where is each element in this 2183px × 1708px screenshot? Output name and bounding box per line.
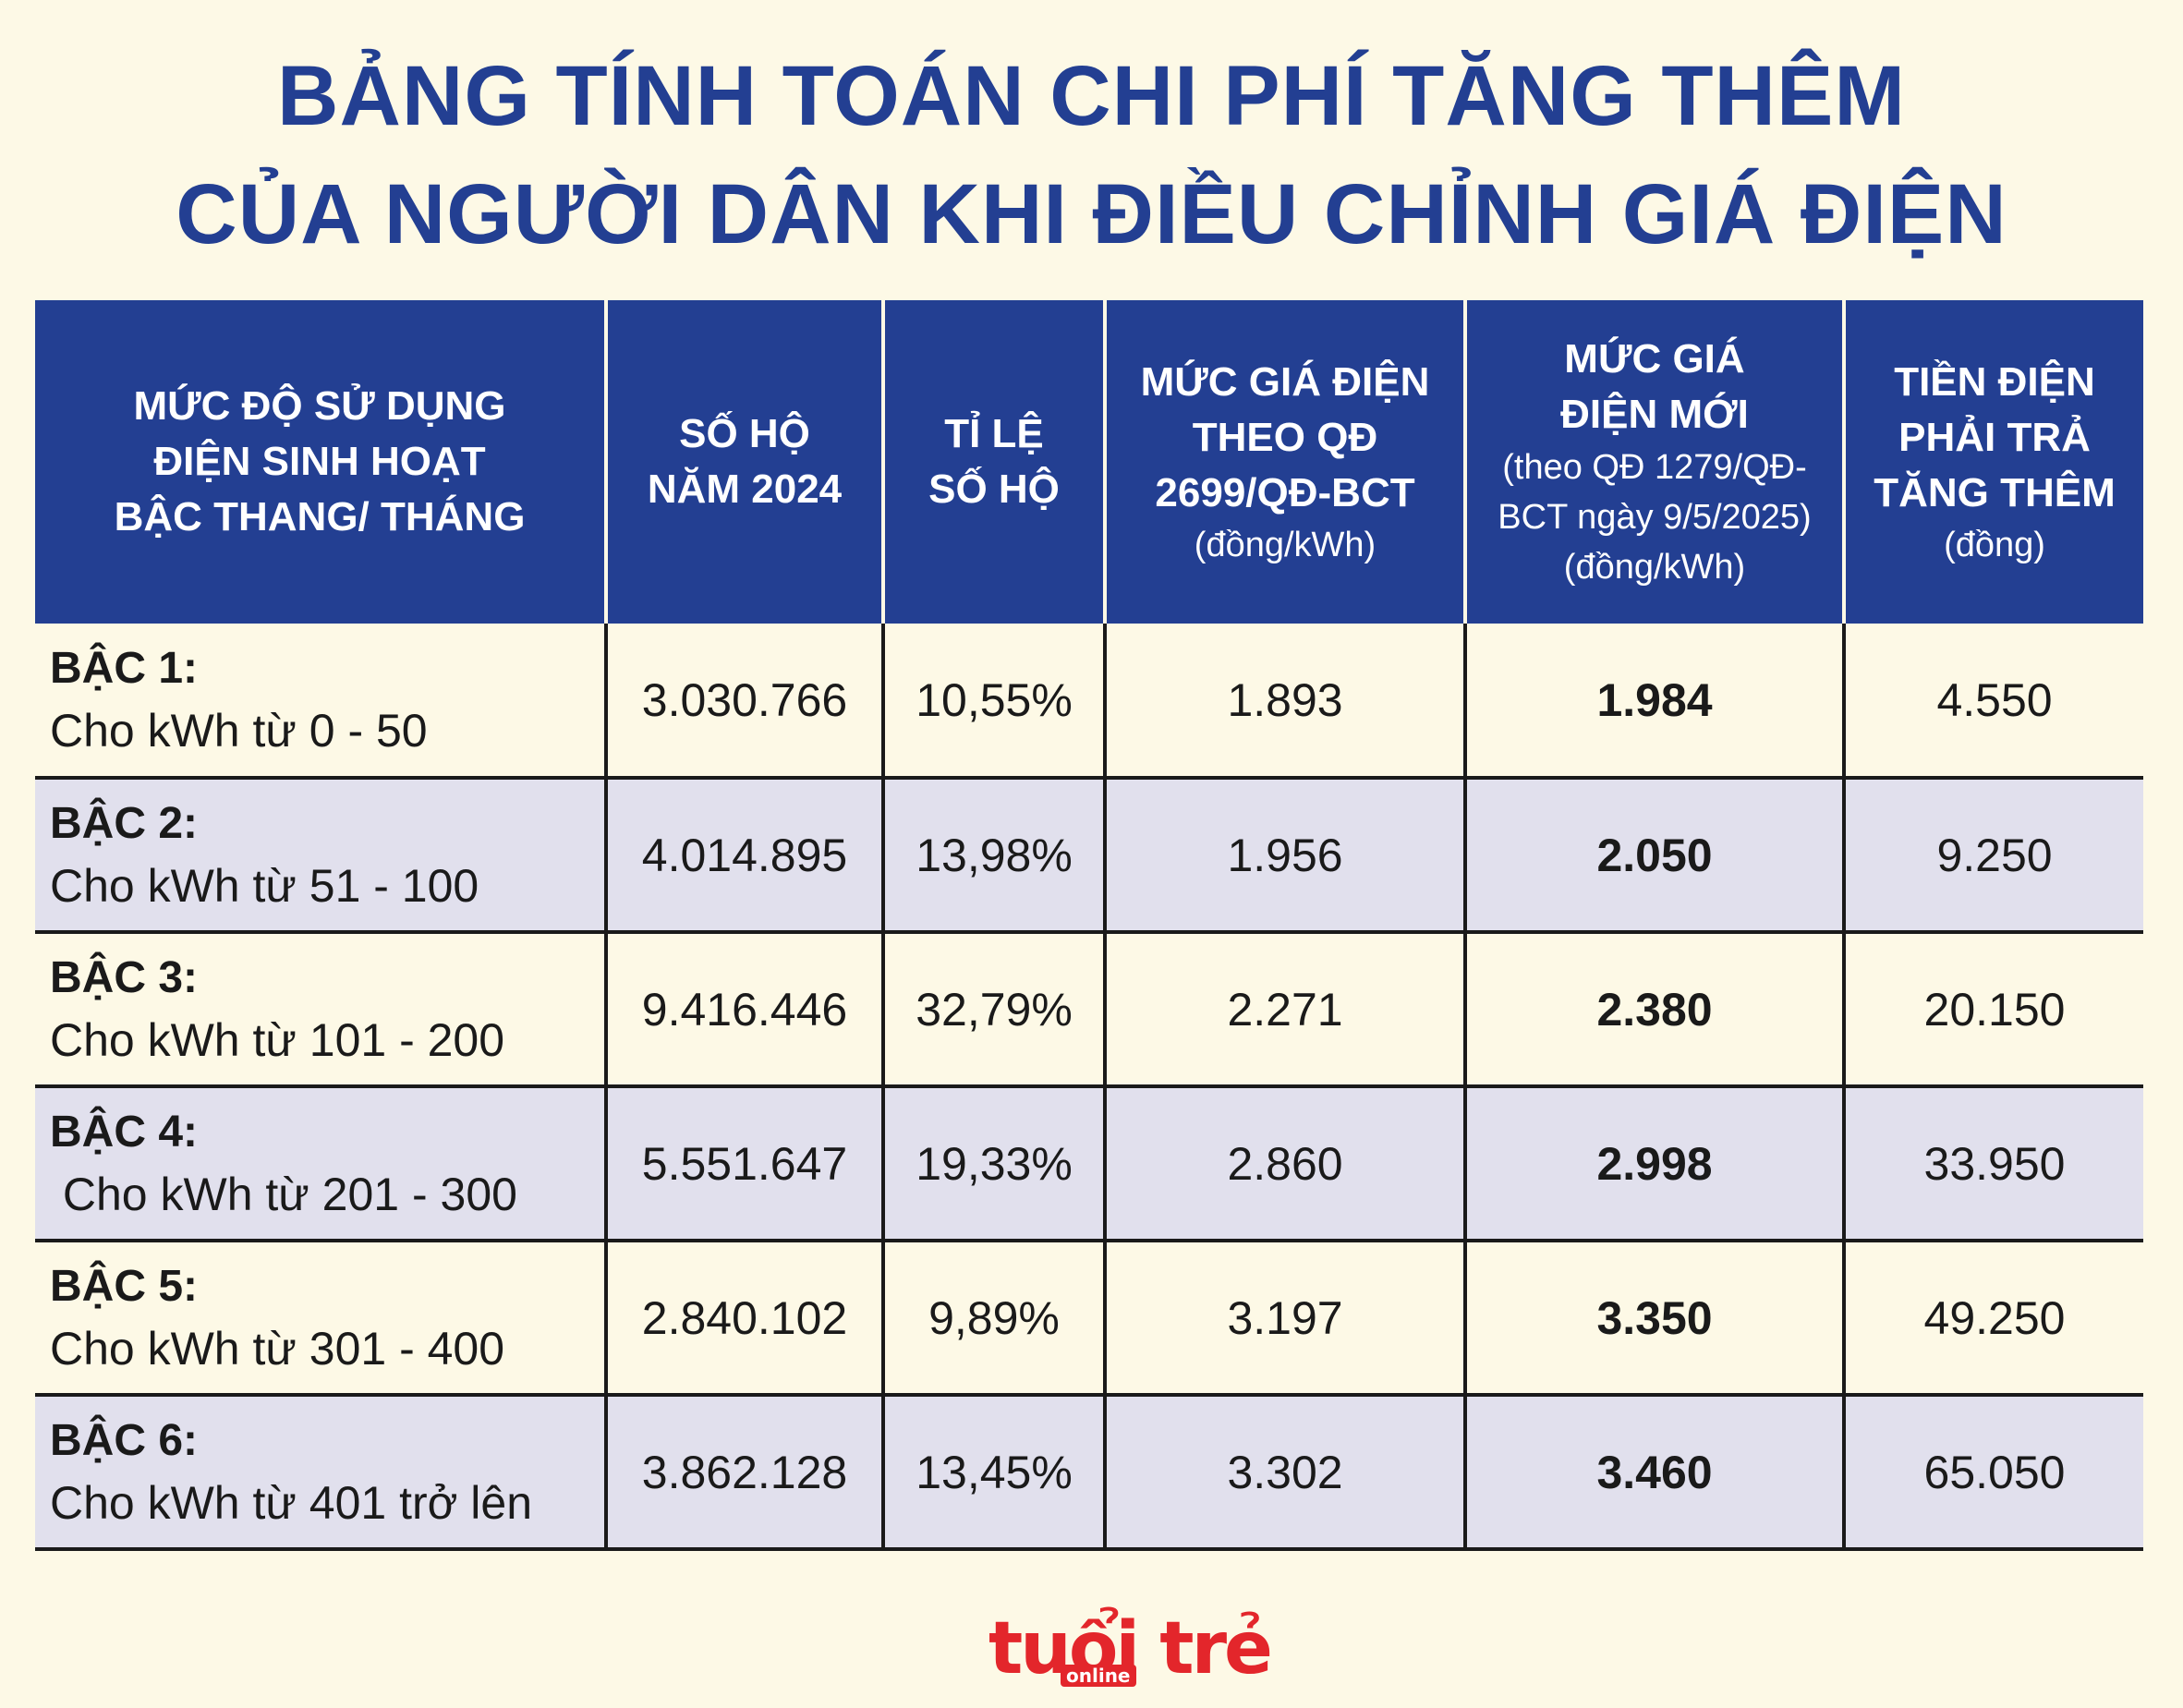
new-price-cell: 2.998 xyxy=(1463,1086,1844,1242)
table-body: BẬC 1: Cho kWh từ 0 - 50 3.030.766 10,55% 1.… xyxy=(35,624,2143,1551)
new-price-cell: 2.380 xyxy=(1463,932,1844,1088)
header-usage-level: MỨC ĐỘ SỬ DỤNG ĐIỆN SINH HOẠT BẬC THANG/ T… xyxy=(35,300,606,624)
tier-range: Cho kWh từ 101 - 200 xyxy=(50,1013,505,1066)
tuoitre-logo-online: online xyxy=(1061,1665,1136,1687)
old-price-cell: 1.956 xyxy=(1103,778,1465,934)
tier-name: BẬC 5: xyxy=(50,1261,199,1311)
tier-range: Cho kWh từ 301 - 400 xyxy=(50,1322,505,1375)
ratio-cell: 9,89% xyxy=(881,1241,1105,1397)
tier-name: BẬC 4: xyxy=(50,1107,199,1157)
tier-range: Cho kWh từ 0 - 50 xyxy=(50,704,428,757)
page-title: BẢNG TÍNH TOÁN CHI PHÍ TĂNG THÊM CỦA NGƯ… xyxy=(0,37,2183,273)
old-price-cell: 2.860 xyxy=(1103,1086,1465,1242)
tier-cell: BẬC 2: Cho kWh từ 51 - 100 xyxy=(35,778,606,934)
new-price-cell: 2.050 xyxy=(1463,778,1844,934)
table-row: BẬC 3: Cho kWh từ 101 - 200 9.416.446 32,79… xyxy=(35,932,2143,1088)
households-cell: 3.030.766 xyxy=(604,624,883,780)
title-line-1: BẢNG TÍNH TOÁN CHI PHÍ TĂNG THÊM xyxy=(277,49,1906,143)
households-cell: 2.840.102 xyxy=(604,1241,883,1397)
tier-range: Cho kWh từ 201 - 300 xyxy=(50,1168,517,1220)
old-price-cell: 2.271 xyxy=(1103,932,1465,1088)
new-price-cell: 3.460 xyxy=(1463,1395,1844,1551)
extra-cost-cell: 4.550 xyxy=(1842,624,2143,780)
table-row: BẬC 1: Cho kWh từ 0 - 50 3.030.766 10,55% 1.… xyxy=(35,624,2143,780)
price-table: MỨC ĐỘ SỬ DỤNG ĐIỆN SINH HOẠT BẬC THANG/ T… xyxy=(35,300,2143,1551)
ratio-cell: 32,79% xyxy=(881,932,1105,1088)
extra-cost-cell: 65.050 xyxy=(1842,1395,2143,1551)
households-cell: 9.416.446 xyxy=(604,932,883,1088)
header-extra-cost: TIỀN ĐIỆN PHẢI TRẢ TĂNG THÊM (đồng) xyxy=(1842,300,2143,624)
header-households: SỐ HỘ NĂM 2024 xyxy=(604,300,883,624)
table-row: BẬC 6: Cho kWh từ 401 trở lên 3.862.128 13,… xyxy=(35,1395,2143,1551)
ratio-cell: 10,55% xyxy=(881,624,1105,780)
table-row: BẬC 5: Cho kWh từ 301 - 400 2.840.102 9,89%… xyxy=(35,1241,2143,1397)
households-cell: 3.862.128 xyxy=(604,1395,883,1551)
tier-name: BẬC 3: xyxy=(50,952,199,1002)
old-price-cell: 3.302 xyxy=(1103,1395,1465,1551)
ratio-cell: 13,45% xyxy=(881,1395,1105,1551)
header-old-price: MỨC GIÁ ĐIỆN THEO QĐ 2699/QĐ-BCT (đồng/kWh… xyxy=(1103,300,1465,624)
old-price-cell: 1.893 xyxy=(1103,624,1465,780)
extra-cost-cell: 33.950 xyxy=(1842,1086,2143,1242)
title-line-2: CỦA NGƯỜI DÂN KHI ĐIỀU CHỈNH GIÁ ĐIỆN xyxy=(176,167,2007,261)
tier-cell: BẬC 5: Cho kWh từ 301 - 400 xyxy=(35,1241,606,1397)
header-ratio: TỈ LỆ SỐ HỘ xyxy=(881,300,1105,624)
extra-cost-cell: 20.150 xyxy=(1842,932,2143,1088)
tier-range: Cho kWh từ 51 - 100 xyxy=(50,859,479,912)
extra-cost-cell: 49.250 xyxy=(1842,1241,2143,1397)
new-price-cell: 1.984 xyxy=(1463,624,1844,780)
ratio-cell: 13,98% xyxy=(881,778,1105,934)
tier-cell: BẬC 3: Cho kWh từ 101 - 200 xyxy=(35,932,606,1088)
ratio-cell: 19,33% xyxy=(881,1086,1105,1242)
tier-name: BẬC 1: xyxy=(50,643,199,693)
table-row: BẬC 2: Cho kWh từ 51 - 100 4.014.895 13,98%… xyxy=(35,778,2143,934)
new-price-cell: 3.350 xyxy=(1463,1241,1844,1397)
tier-range: Cho kWh từ 401 trở lên xyxy=(50,1476,533,1529)
tier-name: BẬC 6: xyxy=(50,1415,199,1465)
table-header-row: MỨC ĐỘ SỬ DỤNG ĐIỆN SINH HOẠT BẬC THANG/ T… xyxy=(35,300,2143,624)
extra-cost-cell: 9.250 xyxy=(1842,778,2143,934)
header-new-price: MỨC GIÁ ĐIỆN MỚI (theo QĐ 1279/QĐ- BCT ng… xyxy=(1463,300,1844,624)
households-cell: 4.014.895 xyxy=(604,778,883,934)
tier-cell: BẬC 6: Cho kWh từ 401 trở lên xyxy=(35,1395,606,1551)
old-price-cell: 3.197 xyxy=(1103,1241,1465,1397)
tier-cell: BẬC 1: Cho kWh từ 0 - 50 xyxy=(35,624,606,780)
table-row: BẬC 4: Cho kWh từ 201 - 300 5.551.647 19,3… xyxy=(35,1086,2143,1242)
households-cell: 5.551.647 xyxy=(604,1086,883,1242)
tier-name: BẬC 2: xyxy=(50,798,199,848)
tier-cell: BẬC 4: Cho kWh từ 201 - 300 xyxy=(35,1086,606,1242)
